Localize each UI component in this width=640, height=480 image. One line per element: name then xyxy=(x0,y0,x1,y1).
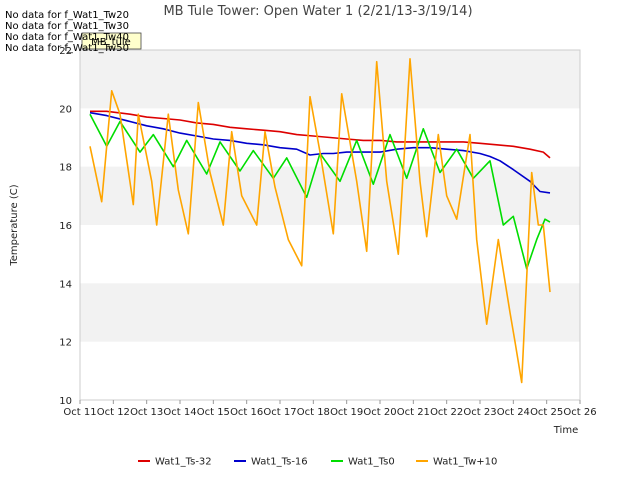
y-tick-label: 20 xyxy=(59,104,72,115)
grid-band xyxy=(80,50,580,109)
legend-item-label: Wat1_Ts-16 xyxy=(251,457,308,468)
series-line-Wat1_Ts-16 xyxy=(89,111,551,194)
y-tick-label: 10 xyxy=(59,396,72,407)
y-tick-label: 16 xyxy=(59,221,72,232)
x-axis-label: Time xyxy=(553,425,578,436)
y-tick-label: 22 xyxy=(59,46,72,57)
no-data-message: No data for f_Wat1_Tw30 xyxy=(5,21,129,32)
annotation-box-frame xyxy=(81,32,142,50)
x-tick-label: Oct 21 xyxy=(397,407,430,418)
x-tick-label: Oct 23 xyxy=(463,407,496,418)
x-tick-label: Oct 22 xyxy=(430,407,463,418)
x-tick-label: Oct 17 xyxy=(263,407,296,418)
x-tick-label: Oct 18 xyxy=(297,407,330,418)
x-tick-label: Oct 19 xyxy=(330,407,363,418)
legend-item-label: Wat1_Tw+10 xyxy=(433,457,497,468)
x-tick-label: Oct 14 xyxy=(163,407,196,418)
no-data-message: No data for f_Wat1_Tw20 xyxy=(5,10,129,21)
no-data-message: No data for f_Wat1_Tw50 xyxy=(5,43,129,54)
grid-band xyxy=(80,283,580,342)
annotation-box: MB_tule xyxy=(81,32,142,50)
chart-title: MB Tule Tower: Open Water 1 (2/21/13-3/1… xyxy=(163,4,472,19)
annotation-box-label: MB_tule xyxy=(91,37,131,48)
x-tick-label: Oct 13 xyxy=(130,407,163,418)
y-axis-label: Temperature (C) xyxy=(9,184,20,266)
x-tick-label: Oct 12 xyxy=(97,407,130,418)
x-tick-label: Oct 20 xyxy=(363,407,396,418)
x-tick-label: Oct 25 xyxy=(530,407,563,418)
legend-item-label: Wat1_Ts-32 xyxy=(155,457,212,468)
x-tick-label: Oct 24 xyxy=(497,407,530,418)
legend-item-label: Wat1_Ts0 xyxy=(348,457,395,468)
plot-area-frame xyxy=(79,49,581,401)
series-line-Wat1_Tw+10 xyxy=(89,57,551,384)
x-axis-ticks: Oct 11 Oct 12 Oct 13 Oct 14 Oct 15 Oct 16 Oct … xyxy=(63,400,597,418)
x-tick-label: Oct 11 xyxy=(63,407,96,418)
y-tick-label: 14 xyxy=(59,279,72,290)
y-tick-label: 18 xyxy=(59,163,72,174)
plot-background-bands xyxy=(80,50,580,400)
series-line-Wat1_Ts0 xyxy=(89,113,551,270)
series-layer xyxy=(89,57,551,384)
y-axis-ticks: 10 12 14 16 18 20 22 xyxy=(59,46,72,407)
x-tick-label: Oct 15 xyxy=(197,407,230,418)
series-line-Wat1_Ts-32 xyxy=(90,110,551,159)
y-tick-label: 12 xyxy=(59,338,72,349)
x-tick-label: Oct 16 xyxy=(230,407,263,418)
x-tick-label: Oct 26 xyxy=(563,407,596,418)
no-data-message: No data for f_Wat1_Tw40 xyxy=(5,32,129,43)
legend: Wat1_Ts-32 Wat1_Ts-16 Wat1_Ts0 Wat1_Tw+10 xyxy=(138,457,497,468)
